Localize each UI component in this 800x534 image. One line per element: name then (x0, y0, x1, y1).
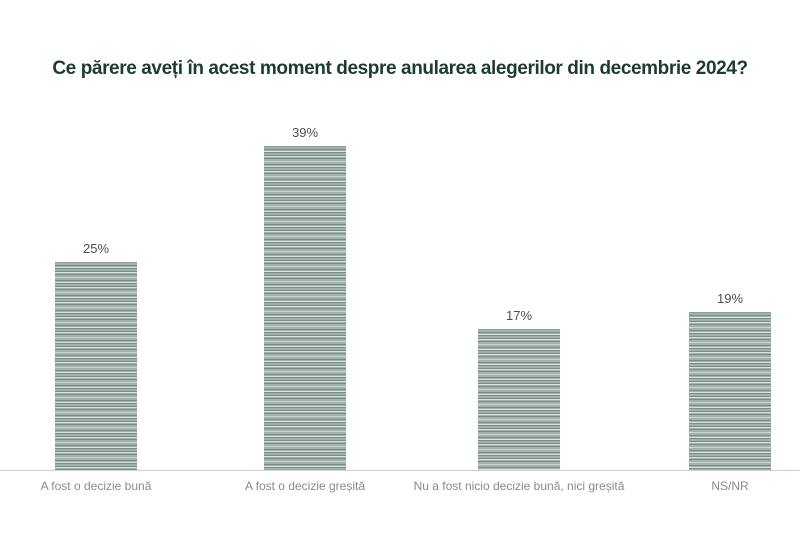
bar-value-label: 39% (291, 125, 319, 140)
bar-column: 25% (55, 241, 137, 470)
x-axis-line (0, 470, 800, 471)
bar (264, 146, 346, 470)
category-label: NS/NR (711, 479, 749, 493)
bar-column: 19% (689, 291, 771, 470)
bar (689, 312, 771, 470)
bar-column: 17% (478, 308, 560, 470)
bar-value-label: 25% (82, 241, 110, 256)
bar (478, 329, 560, 470)
bar-value-label: 17% (505, 308, 533, 323)
category-label: A fost o decizie greșită (244, 479, 366, 493)
category-label: A fost o decizie bună (40, 479, 152, 493)
category-label: Nu a fost nicio decizie bună, nici greși… (413, 479, 625, 493)
bar-column: 39% (264, 125, 346, 470)
chart-title: Ce părere aveți în acest moment despre a… (52, 58, 748, 79)
bar (55, 262, 137, 470)
bar-value-label: 19% (716, 291, 744, 306)
